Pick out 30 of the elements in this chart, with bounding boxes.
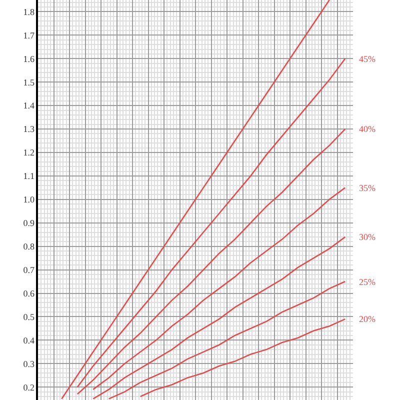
series-label: 30% — [359, 232, 376, 242]
series-label: 20% — [359, 314, 376, 324]
line-series — [108, 280, 346, 400]
line-series — [92, 187, 346, 390]
y-tick-label: 1.1 — [23, 171, 34, 182]
y-tick-label: 0.6 — [23, 288, 35, 298]
y-tick-label: 0.3 — [23, 358, 35, 369]
line-series — [60, 0, 330, 400]
y-tick-label: 1.7 — [23, 30, 35, 40]
y-tick-label: 0.4 — [23, 335, 35, 346]
series-label: 40% — [359, 124, 376, 134]
y-tick-label: 0.2 — [23, 382, 34, 392]
y-tick-label: 0.8 — [23, 241, 35, 252]
y-tick-label: 0.5 — [23, 312, 35, 322]
y-tick-label: 1.5 — [23, 77, 35, 88]
line-series — [76, 128, 346, 395]
series-label: 35% — [359, 183, 376, 193]
y-tick-label: 1.0 — [23, 194, 35, 205]
y-tick-label: 1.8 — [23, 6, 35, 17]
line-series — [92, 236, 346, 400]
y-tick-label: 0.9 — [23, 218, 35, 228]
series-label: 25% — [359, 277, 376, 287]
y-tick-label: 0.7 — [23, 264, 35, 275]
y-tick-label: 1.4 — [23, 100, 35, 111]
y-tick-label: 1.6 — [23, 54, 35, 64]
y-tick-label: 1.2 — [23, 148, 34, 158]
line-series — [76, 58, 346, 388]
series-label: 45% — [359, 54, 376, 64]
y-tick-label: 1.3 — [23, 124, 35, 134]
line-series — [140, 318, 346, 398]
